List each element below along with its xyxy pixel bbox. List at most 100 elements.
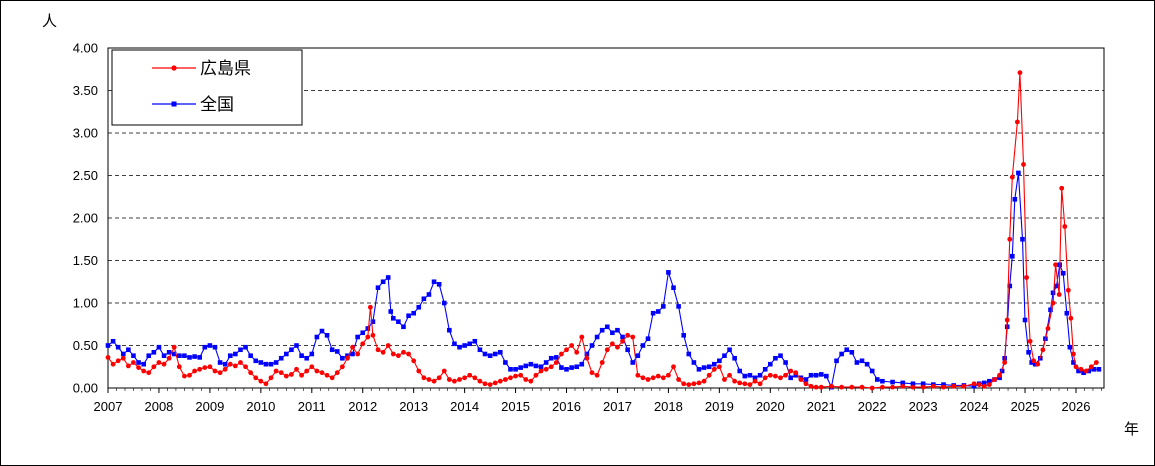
data-point [834, 358, 839, 364]
data-point [650, 375, 656, 381]
data-point [1091, 367, 1097, 372]
data-point [879, 384, 885, 390]
data-point [299, 353, 304, 358]
data-point [681, 381, 687, 387]
data-point [1086, 368, 1092, 374]
data-point [1002, 360, 1008, 365]
data-point [131, 353, 136, 358]
y-tick-label: 1.50 [73, 253, 98, 268]
data-point [1050, 290, 1056, 296]
data-point [625, 332, 631, 338]
data-point [1045, 326, 1051, 331]
data-point [971, 381, 977, 387]
data-point [808, 372, 814, 378]
data-point [136, 365, 141, 370]
data-point [722, 377, 727, 382]
data-point [467, 372, 473, 378]
data-point [523, 377, 529, 382]
data-point [732, 378, 738, 384]
data-point [452, 341, 457, 347]
data-point [783, 372, 788, 378]
data-point [294, 366, 299, 372]
data-point [584, 351, 590, 357]
data-point [1016, 170, 1021, 176]
data-point [599, 360, 605, 365]
data-point [492, 380, 498, 386]
data-point [380, 349, 386, 355]
data-point [1027, 338, 1033, 344]
data-point [334, 370, 340, 376]
data-point [365, 334, 371, 340]
data-point [1068, 315, 1074, 321]
data-point [243, 344, 248, 350]
data-point [762, 375, 768, 381]
x-tick-label: 2020 [756, 399, 785, 414]
data-point [1022, 317, 1028, 323]
data-point [808, 383, 814, 389]
data-point [533, 363, 539, 369]
data-point [818, 372, 824, 377]
data-point [1093, 360, 1099, 365]
data-point [645, 336, 651, 341]
data-point [1014, 119, 1020, 125]
data-point [370, 332, 376, 338]
data-point [436, 282, 442, 287]
data-point [981, 380, 987, 386]
data-point [176, 364, 182, 370]
data-point [829, 383, 834, 389]
data-point [319, 370, 325, 376]
data-point [813, 372, 819, 378]
data-point [212, 344, 218, 350]
x-tick-label: 2010 [246, 399, 275, 414]
data-point [1031, 358, 1037, 364]
data-point [105, 343, 111, 348]
data-point [1040, 347, 1046, 353]
data-point [543, 360, 549, 365]
data-point [874, 377, 880, 382]
data-point [900, 380, 906, 386]
data-point [1088, 364, 1094, 370]
data-point [166, 350, 172, 355]
data-point [329, 375, 335, 381]
data-point [548, 355, 554, 361]
data-point [166, 355, 172, 361]
data-point [273, 368, 279, 374]
data-point [207, 364, 213, 370]
data-point [503, 360, 508, 365]
legend-label-national: 全国 [200, 95, 234, 115]
legend-marker-national [171, 101, 177, 107]
data-point [248, 353, 253, 358]
data-point [1071, 360, 1076, 365]
x-tick-label: 2023 [909, 399, 938, 414]
data-point [778, 375, 783, 381]
data-point [686, 382, 692, 387]
data-point [1017, 70, 1023, 76]
data-point [538, 368, 544, 374]
y-tick-label: 0.00 [73, 381, 98, 396]
data-point [1050, 300, 1056, 306]
data-point [1012, 197, 1018, 202]
data-point [367, 304, 373, 310]
data-point [110, 338, 116, 344]
data-point [849, 350, 855, 355]
data-point [395, 353, 401, 359]
data-point [497, 350, 503, 355]
data-point [171, 344, 177, 350]
data-point [426, 377, 432, 382]
data-point [574, 349, 580, 355]
data-point [696, 367, 702, 372]
data-point [742, 373, 748, 379]
data-point [324, 372, 330, 378]
data-point [1032, 361, 1038, 367]
data-point [477, 378, 483, 384]
data-point [146, 370, 152, 376]
data-point [920, 384, 926, 390]
data-point [752, 375, 758, 381]
y-tick-label: 3.00 [73, 126, 98, 141]
data-point [701, 365, 707, 370]
data-point [869, 385, 875, 391]
data-point [528, 378, 534, 384]
data-point [818, 384, 824, 390]
data-point [711, 361, 717, 367]
data-point [177, 353, 182, 358]
